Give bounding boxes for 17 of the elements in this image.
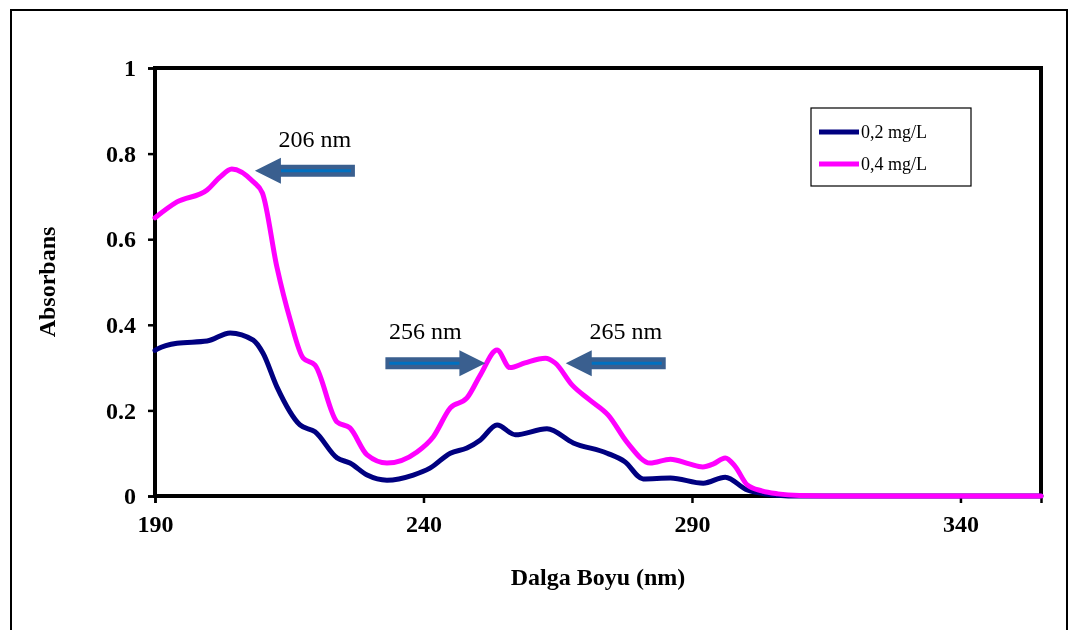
x-axis-title: Dalga Boyu (nm) [510,564,686,590]
y-axis-title: Absorbans [34,226,60,338]
y-tick-label: 0.6 [106,226,136,253]
y-tick-label: 0.4 [106,311,136,338]
x-tick-label: 190 [137,511,174,538]
x-tick-label: 290 [674,511,711,538]
legend-label: 0,2 mg/L [861,122,927,142]
y-tick-label: 0.2 [106,397,136,424]
annotation: 206 nm [278,125,352,152]
x-tick-label: 340 [942,511,979,538]
legend-label: 0,4 mg/L [861,154,927,174]
y-tick-label: 0.8 [106,140,136,167]
annotation: 265 nm [589,318,663,345]
annotation: 256 nm [389,318,463,345]
y-tick-label: 1 [124,55,136,82]
y-tick-label: 0 [124,483,136,510]
x-tick-label: 240 [405,511,442,538]
